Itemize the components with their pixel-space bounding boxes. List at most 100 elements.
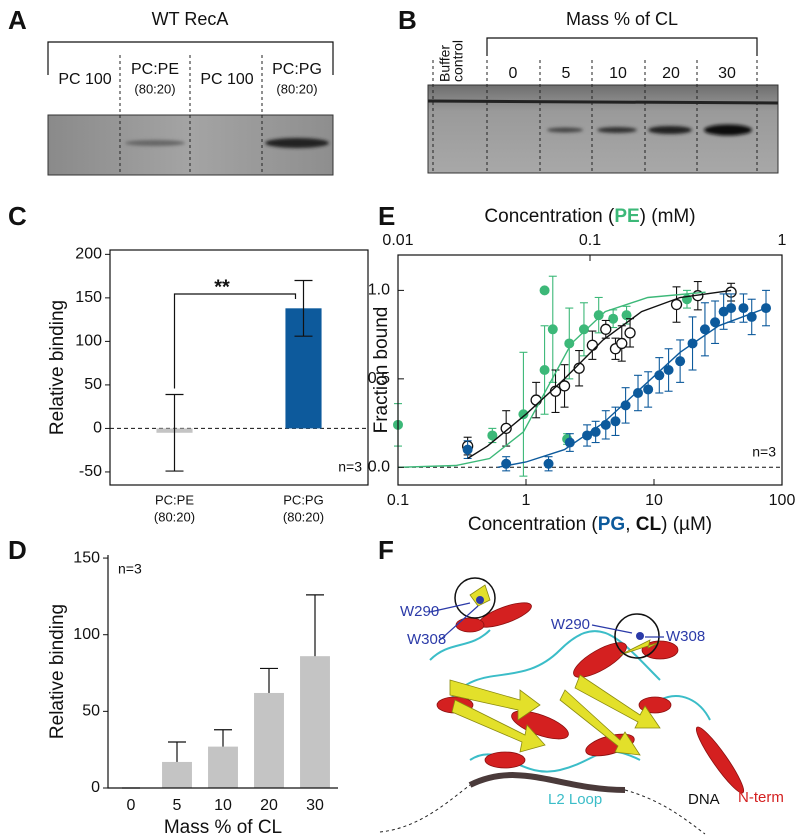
data-point [518, 409, 529, 420]
y-tick-label: 150 [73, 549, 100, 566]
bracket [486, 37, 758, 56]
y-axis-label: Fraction bound [371, 307, 392, 434]
x-axis-label: Mass % of CL [164, 817, 282, 838]
data-point [718, 306, 729, 317]
helix [484, 751, 526, 769]
sheet [559, 689, 641, 756]
data-point [501, 458, 512, 469]
control-label: control [450, 40, 466, 82]
x-tick-label: 1 [522, 492, 531, 509]
gel-title: Mass % of CL [566, 9, 678, 29]
data-point [578, 324, 589, 335]
gel-well-line [427, 99, 779, 105]
dna-dashed [379, 784, 471, 833]
highlight-circle [454, 577, 496, 619]
axis-label-part: PE [614, 206, 639, 227]
gel-band [125, 140, 185, 146]
y-tick-label: 100 [73, 626, 100, 643]
x-tick-label: PC:PE [155, 492, 194, 507]
loop [449, 630, 661, 701]
x-tick-label: 30 [306, 797, 324, 814]
x-tick-label: 100 [769, 492, 796, 509]
x-tick-label: 5 [173, 797, 182, 814]
data-point [564, 338, 575, 349]
x-tick-label: 0.1 [387, 492, 409, 509]
data-point [600, 323, 612, 335]
data-point [699, 324, 710, 335]
data-point [530, 394, 542, 406]
helix [511, 710, 569, 740]
panel-label: B [398, 5, 417, 35]
y-tick-label: 0.5 [368, 370, 390, 387]
axis-label-part: Concentration ( [484, 206, 615, 227]
data-point [620, 400, 631, 411]
lane-sublabel: (80:20) [134, 81, 175, 96]
data-point [738, 303, 749, 314]
lane-sublabel: (80:20) [276, 81, 317, 96]
bar [300, 656, 330, 788]
residue [476, 596, 484, 604]
lane-label: 0 [509, 65, 518, 82]
lane-label: 5 [562, 65, 571, 82]
y-tick-label: 100 [75, 333, 102, 350]
data-point [500, 422, 512, 435]
fit-line [497, 307, 767, 468]
axis-label: Concentration (PE) (mM) [484, 206, 695, 227]
data-point [547, 324, 558, 335]
structure [379, 577, 745, 835]
data-point [633, 388, 644, 398]
axis-label-part: CL [636, 514, 662, 535]
loop [659, 695, 711, 721]
gel-band [265, 138, 329, 148]
y-tick-label: 50 [82, 703, 100, 720]
bar-chart: PC:PE (80:20) PC:PG (80:20) -50 0 50 100 150 200 R… [47, 246, 369, 524]
gel-band [597, 127, 637, 133]
data-point [593, 310, 604, 321]
gel-a [47, 41, 334, 176]
annotation: ** [214, 276, 230, 298]
fit-line [467, 289, 732, 460]
sheet [469, 584, 491, 607]
x-tick-label: PC:PG [283, 492, 323, 507]
gel-b [427, 37, 779, 174]
x-tick-label: 10 [214, 797, 232, 814]
x2-tick-label: 1 [778, 232, 787, 249]
axis-label-part: ) (µM) [661, 514, 712, 535]
structure-label: N-term [738, 789, 784, 806]
panel-label: C [8, 201, 27, 231]
helix [455, 617, 485, 633]
highlight-circle [614, 613, 660, 659]
residue [636, 632, 644, 640]
data-point [726, 303, 737, 314]
annotation: n=3 [338, 459, 362, 475]
leader-line [429, 602, 471, 613]
data-point [761, 303, 772, 314]
y-tick-label: 1.0 [368, 282, 390, 299]
lane-label: PC:PG [272, 61, 322, 78]
data-point [624, 327, 636, 339]
data-point [558, 380, 571, 392]
annotation: n=3 [752, 444, 776, 460]
panel-label: F [378, 535, 394, 565]
data-point [610, 416, 621, 427]
y-tick-label: -50 [79, 463, 102, 480]
x2-tick-label: 0.1 [579, 232, 601, 249]
panel-label: E [378, 201, 395, 231]
panel-label: A [8, 5, 27, 35]
loop [429, 629, 491, 661]
gel-band [547, 127, 583, 133]
data-point [608, 313, 619, 324]
lane-label: PC 100 [200, 71, 253, 88]
sheet [451, 699, 546, 753]
helix [573, 642, 627, 678]
sheet [449, 679, 541, 721]
y-tick-label: 150 [75, 289, 102, 306]
significance-bracket [173, 293, 297, 389]
data-point [543, 458, 554, 469]
data-point [621, 310, 632, 321]
data-point [539, 365, 550, 375]
bracket [47, 41, 334, 75]
